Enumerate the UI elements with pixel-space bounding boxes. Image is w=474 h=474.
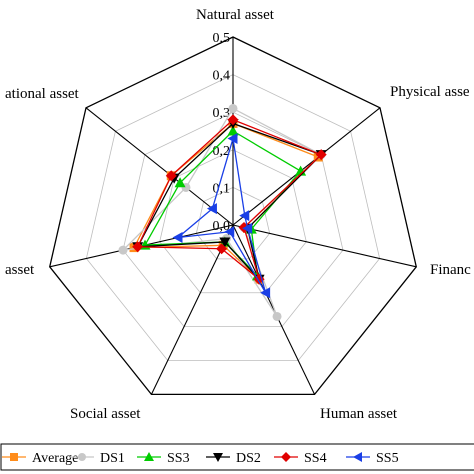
data-point-DS2	[219, 237, 231, 248]
legend-marker-DS2	[213, 453, 223, 462]
grid-ring-4	[85, 74, 381, 361]
spoke-3	[232, 224, 316, 395]
spoke-4	[150, 224, 234, 395]
radar-grid	[49, 36, 417, 396]
axis-labels: Natural asset Physical asse Financ Human as…	[5, 7, 471, 422]
tick-label: 0,4	[213, 69, 231, 84]
data-point-SS4	[315, 149, 327, 161]
legend-marker-Average	[10, 453, 18, 461]
radial-tick-labels: 0,00,10,20,30,40,5	[213, 31, 231, 234]
grid-ring-2	[159, 149, 307, 294]
data-point-SS5	[206, 203, 217, 215]
data-point-SS4	[165, 170, 177, 182]
data-point-SS5	[227, 133, 238, 145]
grid-ring-1	[195, 186, 271, 260]
legend-marker-SS4	[281, 452, 291, 462]
data-point-DS1	[228, 103, 238, 113]
data-point-SS4	[227, 114, 239, 126]
spoke-6	[85, 107, 234, 226]
data-point-SS4	[132, 241, 144, 253]
axis-label: Human asset	[320, 406, 398, 422]
data-point-SS5	[172, 232, 183, 244]
axis-label: Financ	[430, 262, 471, 278]
legend-marker-SS5	[353, 452, 362, 462]
series-group	[118, 103, 327, 321]
data-point-SS3	[174, 177, 186, 188]
data-point-SS3	[227, 125, 239, 136]
data-point-SS5	[239, 210, 250, 222]
axis-label: Natural asset	[196, 7, 275, 23]
legend-label-DS1: DS1	[100, 451, 125, 466]
legend-box	[0, 443, 474, 471]
data-point-DS1	[272, 311, 282, 321]
legend-marker-SS3	[144, 452, 154, 461]
spoke-1	[232, 107, 381, 226]
tick-label: 0,5	[213, 31, 231, 46]
legend-label-SS3: SS3	[167, 451, 190, 466]
legend-label-Average: Average	[32, 451, 78, 466]
tick-label: 0,0	[213, 219, 231, 234]
axis-label: Social asset	[70, 406, 141, 422]
tick-label: 0,3	[213, 106, 231, 121]
grid-ring-5	[49, 36, 417, 396]
axis-label: ational asset	[5, 86, 80, 102]
series-line-SS4	[136, 118, 323, 282]
axis-label: Physical asse	[390, 84, 470, 100]
data-point-SS5	[224, 226, 235, 238]
grid-ring-3	[122, 111, 344, 328]
axis-label: asset	[5, 262, 35, 278]
legend-label-DS2: DS2	[236, 451, 261, 466]
spoke-2	[232, 224, 417, 268]
legend-label-SS4: SS4	[304, 451, 327, 466]
legend-marker-DS1	[78, 453, 86, 461]
data-point-SS5	[260, 287, 271, 299]
data-point-SS5	[242, 222, 253, 234]
tick-label: 0,1	[213, 181, 231, 196]
legend: Average DS1 SS3 DS2 SS4 SS5	[0, 443, 474, 471]
data-point-DS1	[118, 245, 128, 255]
data-point-SS4	[216, 243, 228, 255]
radar-spokes	[49, 37, 417, 395]
legend-label-SS5: SS5	[376, 451, 399, 466]
